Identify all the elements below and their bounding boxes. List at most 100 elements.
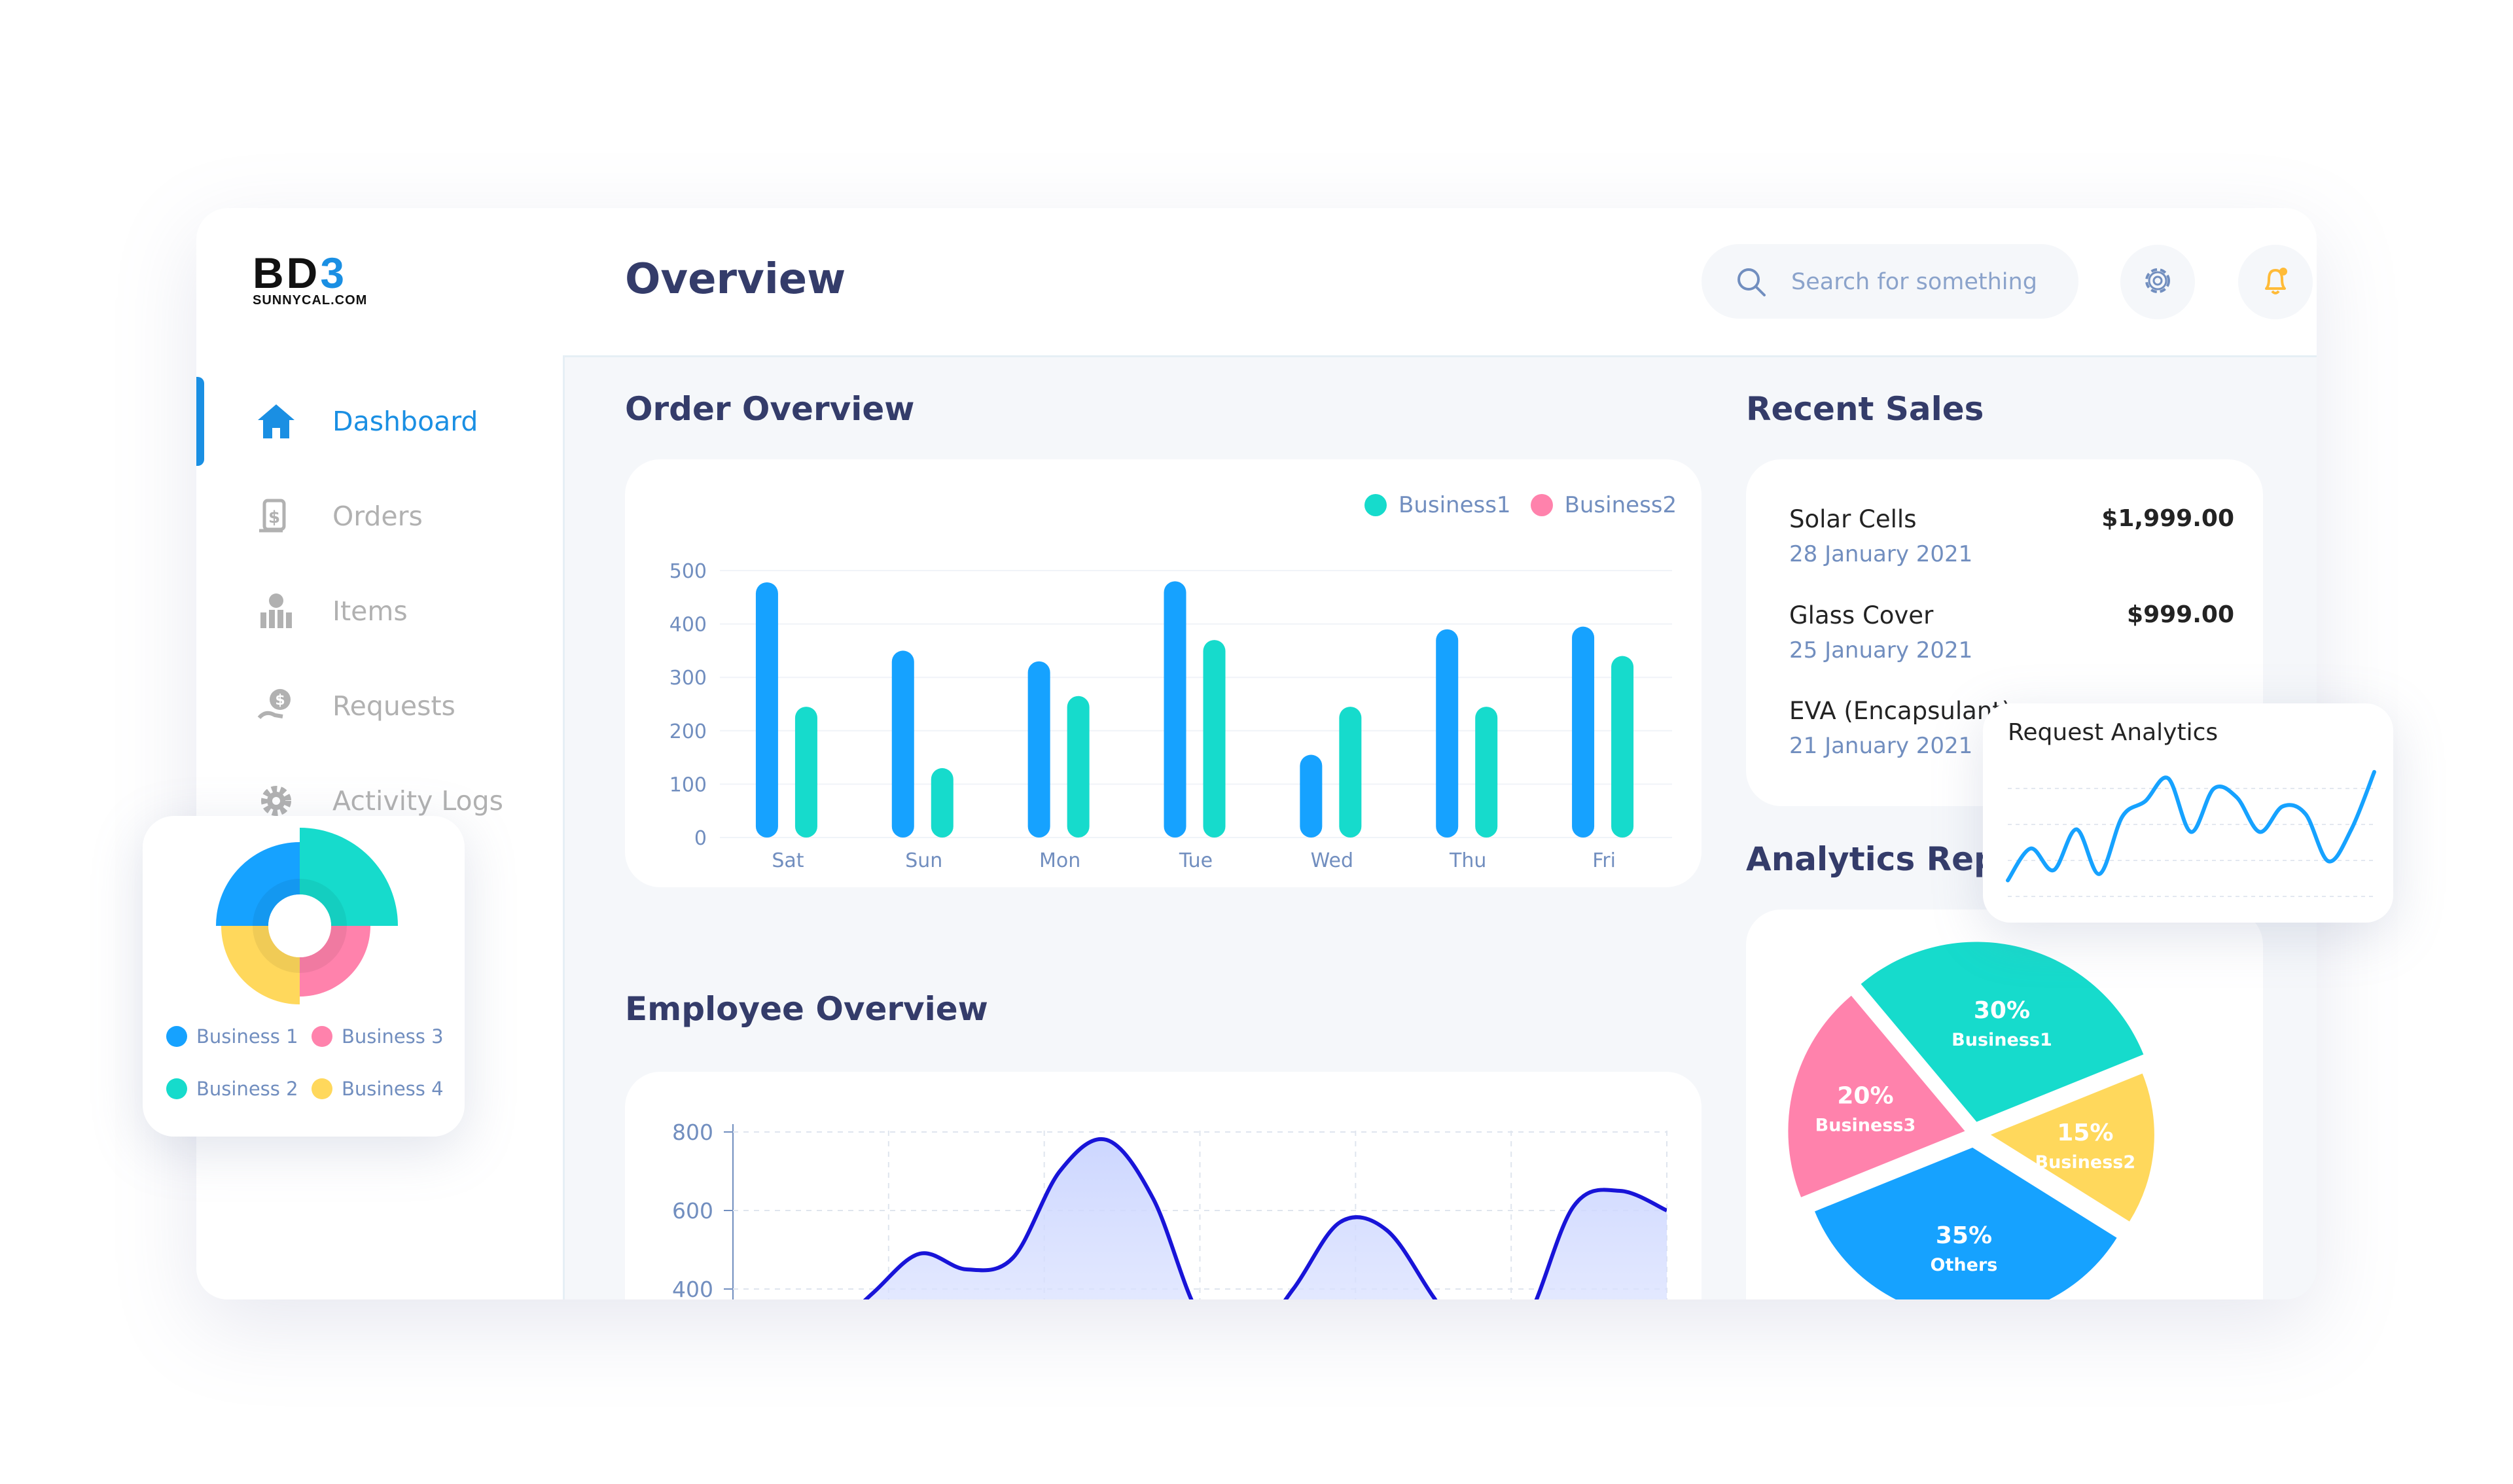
notification-button[interactable] <box>2238 245 2313 319</box>
sidebar-item-activity-logs[interactable]: Activity Logs <box>196 765 563 837</box>
legend-item: Business 1 <box>166 1025 298 1048</box>
order-overview-title: Order Overview <box>625 390 915 428</box>
bar-business2 <box>794 707 817 838</box>
svg-text:$: $ <box>268 508 280 527</box>
search-input[interactable] <box>1790 262 2054 302</box>
legend-dot-business2 <box>1530 494 1553 516</box>
employee-area-chart: 400 600 800 <box>672 1120 1667 1299</box>
bar-business1 <box>1572 626 1595 838</box>
bar-business2 <box>1067 696 1090 838</box>
donut-slice-business-2 <box>300 828 398 926</box>
donut-inner-shade <box>300 926 347 973</box>
requests-icon: $ <box>255 685 297 727</box>
business-donut-chart <box>216 828 398 1004</box>
bar-business1 <box>1436 629 1459 838</box>
request-line-chart <box>2006 769 2376 897</box>
order-bar-chart: 0 100 200 300 400 500 Sat Sun Mon Tue Wed Thu Fri <box>669 560 1672 872</box>
search-icon <box>1736 266 1767 300</box>
pie-slice-business3 <box>1788 995 1965 1197</box>
x-tick-label: Tue <box>1179 849 1213 872</box>
bar-business1 <box>1164 581 1186 838</box>
sidebar-item-label: Dashboard <box>332 406 478 437</box>
request-line <box>2006 769 2376 883</box>
logo-mark-accent: 3 <box>320 249 348 297</box>
y-tick-label: 800 <box>672 1120 713 1145</box>
bar-business2 <box>1475 707 1498 838</box>
logo[interactable]: BD3 SUNNYCAL.COM <box>253 251 383 311</box>
sidebar-item-label: Requests <box>332 690 455 722</box>
employee-overview-card: 400 600 800 <box>625 1072 1702 1299</box>
pie-name-label: Business2 <box>2035 1152 2136 1173</box>
donut-inner-shade <box>300 879 347 926</box>
y-tick-label: 100 <box>669 773 707 796</box>
area-fill <box>866 1139 1667 1299</box>
sale-date: 21 January 2021 <box>1789 733 1973 759</box>
donut-slice-business-4 <box>221 926 300 1004</box>
bar-business1 <box>891 650 914 838</box>
legend-label: Business1 <box>1399 492 1511 518</box>
x-tick-label: Sun <box>905 849 942 872</box>
top-bar: Overview <box>563 208 2317 357</box>
sidebar-item-label: Items <box>332 595 408 627</box>
bar-business1 <box>1300 754 1323 838</box>
sale-date: 28 January 2021 <box>1789 541 1973 567</box>
sale-item[interactable]: EVA (Encapsulant) 21 January 2021 <box>1789 697 2234 769</box>
bar-business2 <box>1339 707 1362 838</box>
pie-name-label: Business1 <box>1952 1030 2052 1050</box>
x-tick-label: Fri <box>1592 849 1616 872</box>
gear-icon <box>255 780 297 822</box>
sidebar-item-dashboard[interactable]: Dashboard <box>196 385 563 457</box>
legend-dot-business-4 <box>312 1078 332 1099</box>
x-tick-label: Mon <box>1039 849 1080 872</box>
pie-percent-label: 20% <box>1837 1083 1893 1110</box>
legend-item: Business 2 <box>166 1078 298 1100</box>
donut-inner-shade <box>253 926 300 973</box>
y-tick-label: 300 <box>669 667 707 690</box>
sale-item[interactable]: Solar Cells $1,999.00 28 January 2021 <box>1789 505 2234 577</box>
sidebar-item-label: Orders <box>332 501 423 532</box>
employee-overview-title: Employee Overview <box>625 990 988 1028</box>
active-indicator <box>196 377 204 466</box>
pie-slice-business2 <box>1990 1073 2154 1222</box>
sale-name: EVA (Encapsulant) <box>1789 697 2012 725</box>
search-bar[interactable] <box>1702 244 2078 319</box>
area-line <box>863 1137 1667 1299</box>
donut-slice-business-3 <box>300 926 370 997</box>
legend-item: Business 3 <box>312 1025 444 1048</box>
pie-percent-label: 30% <box>1974 997 2030 1024</box>
bar-business2 <box>1203 640 1226 838</box>
x-tick-label: Sat <box>772 849 804 872</box>
svg-text:$: $ <box>275 692 285 709</box>
legend-dot-business1 <box>1364 494 1387 516</box>
sidebar-item-orders[interactable]: $ Orders <box>196 480 563 552</box>
bar-business1 <box>1027 661 1050 838</box>
area-series <box>863 1137 1667 1299</box>
donut-inner-shade <box>253 879 300 926</box>
order-overview-card: Business1 Business2 0 100 200 300 400 500 Sat S… <box>625 459 1702 887</box>
logo-mark: BD <box>253 249 321 297</box>
legend-dot-business-1 <box>166 1026 187 1047</box>
chart-legend: Business1 Business2 <box>1364 492 1677 518</box>
sale-amount: $999.00 <box>2127 601 2234 628</box>
sidebar-item-items[interactable]: Items <box>196 575 563 647</box>
sale-item[interactable]: Glass Cover $999.00 25 January 2021 <box>1789 601 2234 673</box>
x-tick-label: Thu <box>1449 849 1486 872</box>
request-analytics-title: Request Analytics <box>2008 719 2219 746</box>
pie-name-label: Others <box>1931 1255 1998 1275</box>
gear-icon <box>2139 262 2176 302</box>
pie-percent-label: 15% <box>2057 1120 2113 1146</box>
analytics-pie-chart: 30% Business1 15% Business2 35% Others 20% Busi… <box>1788 942 2154 1299</box>
y-tick-label: 0 <box>694 827 707 850</box>
legend-label: Business 4 <box>342 1078 444 1100</box>
legend-dot-business-2 <box>166 1078 187 1099</box>
settings-button[interactable] <box>2120 245 2195 319</box>
bell-icon <box>2257 262 2294 302</box>
pie-slice-others <box>1815 1147 2117 1299</box>
sidebar-item-requests[interactable]: $ Requests <box>196 670 563 742</box>
donut-hole <box>268 894 331 957</box>
recent-sales-title: Recent Sales <box>1746 390 1984 428</box>
legend-label: Business 3 <box>342 1025 444 1048</box>
donut-card: Business 1 Business 3 Business 2 Busines… <box>143 816 465 1137</box>
y-tick-label: 200 <box>669 720 707 743</box>
sidebar-item-label: Activity Logs <box>332 785 503 817</box>
